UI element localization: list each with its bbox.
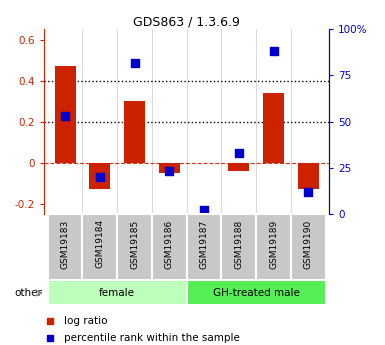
- Point: [201, 207, 207, 213]
- Bar: [82, 214, 117, 281]
- Text: GSM19190: GSM19190: [304, 219, 313, 268]
- Text: log ratio: log ratio: [64, 316, 108, 326]
- Text: percentile rank within the sample: percentile rank within the sample: [64, 333, 240, 343]
- Title: GDS863 / 1.3.6.9: GDS863 / 1.3.6.9: [133, 15, 240, 28]
- Point: [97, 174, 103, 180]
- Bar: [263, 93, 284, 162]
- Bar: [298, 162, 319, 189]
- Bar: [48, 214, 82, 281]
- Point: [62, 113, 68, 119]
- Text: GSM19186: GSM19186: [165, 219, 174, 268]
- Bar: [256, 214, 291, 281]
- Bar: [221, 214, 256, 281]
- Text: female: female: [99, 288, 135, 298]
- Bar: [117, 214, 152, 281]
- Point: [166, 169, 172, 174]
- Text: GH-treated male: GH-treated male: [213, 288, 300, 298]
- Text: GSM19188: GSM19188: [234, 219, 243, 268]
- Text: GSM19189: GSM19189: [269, 219, 278, 268]
- Bar: [89, 162, 110, 189]
- Bar: [55, 66, 75, 162]
- Text: GSM19184: GSM19184: [95, 219, 104, 268]
- Text: GSM19185: GSM19185: [130, 219, 139, 268]
- Bar: [187, 214, 221, 281]
- Bar: [152, 214, 187, 281]
- Point: [132, 60, 138, 65]
- Bar: [48, 280, 187, 305]
- Bar: [187, 280, 326, 305]
- Text: GSM19187: GSM19187: [199, 219, 209, 268]
- Bar: [228, 162, 249, 171]
- Point: [305, 189, 311, 195]
- Point: [236, 150, 242, 156]
- Bar: [124, 101, 145, 162]
- Point: [271, 49, 277, 54]
- Text: other: other: [15, 288, 42, 298]
- Bar: [159, 162, 180, 173]
- Text: GSM19183: GSM19183: [60, 219, 70, 268]
- Bar: [291, 214, 326, 281]
